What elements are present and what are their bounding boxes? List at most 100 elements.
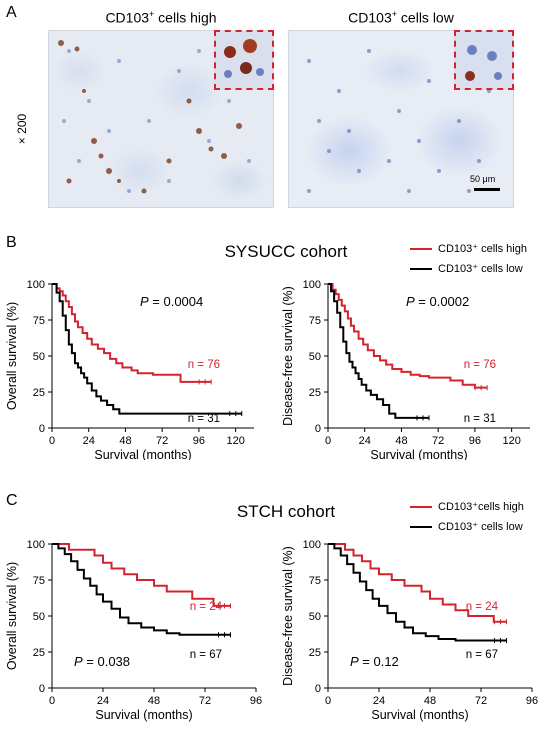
cohort-title-b: SYSUCC cohort — [224, 242, 348, 261]
x-tick-label: 48 — [148, 695, 160, 707]
magnification-label: × 200 — [15, 113, 29, 145]
y-tick-label: 75 — [33, 315, 45, 327]
y-axis-label: Disease-free survival (%) — [281, 546, 295, 686]
n-high-label: n = 76 — [464, 359, 496, 371]
p-symbol: P — [74, 654, 83, 669]
y-tick-label: 0 — [315, 423, 321, 435]
legend-b-high: CD103⁺ cells high — [410, 242, 527, 255]
y-tick-label: 0 — [39, 423, 45, 435]
n-high-label: n = 24 — [190, 601, 223, 613]
micro-title-low-base: CD103 — [348, 9, 392, 26]
y-tick-label: 25 — [33, 647, 45, 659]
n-low-label: n = 67 — [190, 649, 222, 661]
inset-low — [454, 30, 514, 90]
x-tick-label: 96 — [193, 435, 205, 447]
legend-b-high-label: CD103⁺ cells high — [438, 243, 527, 255]
chart-b-overall-survival: 0 25 50 75 100 0 24 48 72 96 120 Survival (months) O… — [5, 279, 254, 460]
legend-b-low-swatch — [410, 268, 432, 271]
x-tick-label: 72 — [432, 435, 444, 447]
y-axis-label: Disease-free survival (%) — [281, 286, 295, 426]
y-tick-label: 75 — [33, 575, 45, 587]
y-tick-label: 25 — [309, 387, 321, 399]
y-tick-label: 50 — [309, 351, 321, 363]
x-tick-label: 72 — [475, 695, 487, 707]
panel-letter-a: A — [6, 4, 17, 21]
legend-c-high: CD103⁺cells high — [410, 500, 524, 513]
legend-b-low: CD103⁺ cells low — [410, 262, 523, 275]
micro-title-low-rest: cells low — [397, 9, 454, 26]
x-tick-label: 96 — [469, 435, 481, 447]
y-tick-label: 75 — [309, 315, 321, 327]
x-tick-label: 24 — [83, 435, 95, 447]
p-value-label: P = 0.12 — [350, 654, 399, 669]
x-tick-label: 120 — [226, 435, 244, 447]
y-axis-label: Overall survival (%) — [5, 302, 19, 410]
scale-bar-label: 50 μm — [470, 174, 496, 184]
x-axis-label: Survival (months) — [94, 448, 191, 460]
y-tick-label: 25 — [33, 387, 45, 399]
legend-b-low-label: CD103⁺ cells low — [438, 263, 523, 275]
y-tick-label: 100 — [303, 539, 321, 551]
p-symbol: P — [350, 654, 359, 669]
p-value: = 0.12 — [359, 654, 399, 669]
y-tick-label: 100 — [27, 539, 45, 551]
n-low-label: n = 31 — [188, 413, 220, 425]
inset-high-cells — [224, 39, 264, 78]
km-curve-low — [52, 543, 231, 636]
panel-letter-b: B — [6, 234, 17, 251]
p-value-label: P = 0.0002 — [406, 294, 469, 309]
chart-c-overall-survival: 0 25 50 75 100 0 24 48 72 96 Survival (months) Over… — [5, 539, 262, 722]
km-curve-high — [328, 543, 507, 623]
panel-letter-c: C — [6, 492, 18, 509]
x-tick-label: 120 — [502, 435, 520, 447]
p-value-label: P = 0.0004 — [140, 294, 203, 309]
legend-c-high-label: CD103⁺cells high — [438, 501, 524, 513]
chart-c-disease-free-survival: 0 25 50 75 100 0 24 48 72 96 Survival (months) Dise… — [281, 539, 538, 722]
p-value-label: P = 0.038 — [74, 654, 130, 669]
x-tick-label: 0 — [49, 435, 55, 447]
x-axis-label: Survival (months) — [95, 708, 192, 722]
micrograph-high — [48, 30, 274, 208]
km-curve-low — [328, 283, 429, 419]
legend-c-high-swatch — [410, 506, 432, 509]
km-curve-high — [52, 283, 212, 383]
x-tick-label: 0 — [49, 695, 55, 707]
x-axis-label: Survival (months) — [371, 708, 468, 722]
micro-title-high-rest: cells high — [154, 9, 217, 26]
n-low-label: n = 31 — [464, 413, 496, 425]
cohort-title-c: STCH cohort — [236, 502, 336, 521]
x-tick-label: 72 — [156, 435, 168, 447]
km-curve-high — [328, 283, 488, 389]
p-symbol: P — [140, 294, 149, 309]
x-tick-label: 24 — [359, 435, 371, 447]
y-tick-label: 75 — [309, 575, 321, 587]
micro-title-high-sup: + — [149, 9, 155, 19]
n-high-label: n = 76 — [188, 359, 220, 371]
n-low-label: n = 67 — [466, 649, 498, 661]
y-tick-label: 50 — [33, 351, 45, 363]
p-value: = 0.0004 — [149, 294, 204, 309]
y-tick-label: 0 — [39, 683, 45, 695]
x-tick-label: 0 — [325, 695, 331, 707]
x-tick-label: 72 — [199, 695, 211, 707]
legend-c-low-swatch — [410, 526, 432, 529]
p-symbol: P — [406, 294, 415, 309]
inset-low-cells — [465, 45, 502, 81]
km-curve-low — [52, 283, 242, 415]
x-tick-label: 96 — [250, 695, 262, 707]
y-tick-label: 100 — [303, 279, 321, 291]
x-axis-label: Survival (months) — [370, 448, 467, 460]
km-curve-high — [52, 543, 231, 607]
y-tick-label: 100 — [27, 279, 45, 291]
micrograph-high-texture — [58, 40, 261, 194]
p-value: = 0.0002 — [415, 294, 470, 309]
p-value: = 0.038 — [83, 654, 130, 669]
x-tick-label: 96 — [526, 695, 538, 707]
micrograph-low-texture — [307, 49, 491, 193]
legend-b-high-swatch — [410, 248, 432, 251]
x-tick-label: 24 — [97, 695, 109, 707]
n-high-label: n = 24 — [466, 601, 499, 613]
y-tick-label: 50 — [309, 611, 321, 623]
x-tick-label: 48 — [395, 435, 407, 447]
x-tick-label: 48 — [119, 435, 131, 447]
